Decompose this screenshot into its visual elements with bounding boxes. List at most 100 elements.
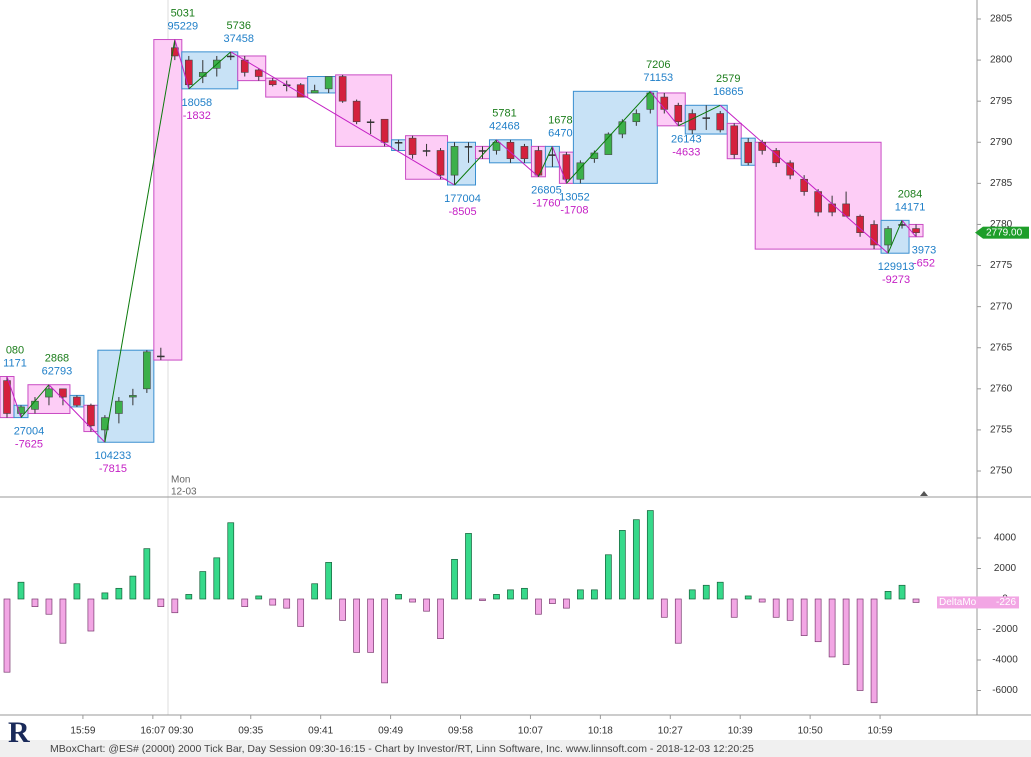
delta-bar	[45, 598, 53, 615]
y-tick-label: 2765	[990, 342, 1013, 353]
zigzag-segment	[551, 146, 567, 184]
y-tick-label: 4000	[994, 533, 1017, 544]
box	[153, 39, 183, 361]
pivot-label: 3973	[912, 245, 936, 257]
candle-body	[310, 90, 319, 94]
zigzag-segment	[537, 146, 553, 177]
delta-bar	[507, 589, 514, 600]
delta-bar	[674, 598, 682, 644]
candle-body	[492, 141, 501, 151]
session-day: Mon	[171, 475, 190, 486]
candle-body	[702, 117, 710, 119]
candle-body	[618, 121, 627, 135]
candle-body	[380, 118, 389, 143]
pivot-label: 177004	[444, 193, 481, 205]
zigzag-segment	[901, 220, 917, 238]
candle-body	[576, 162, 585, 180]
y-tick-label: -2000	[992, 624, 1018, 635]
pivot-label: 2868	[45, 353, 69, 365]
delta-bar	[493, 594, 500, 600]
delta-bar	[842, 598, 850, 665]
x-tick-label: 09:35	[238, 726, 263, 737]
delta-bar	[59, 598, 67, 644]
delta-bar	[3, 598, 11, 673]
delta-bar	[17, 581, 25, 600]
zigzag-segment	[6, 376, 22, 418]
delta-bar	[87, 598, 95, 632]
last-price-box	[983, 226, 1029, 239]
candle-body	[157, 355, 165, 358]
delta-bar	[395, 594, 402, 600]
candle-body	[3, 380, 11, 414]
delta-bar	[646, 510, 654, 600]
candle-body	[450, 146, 459, 176]
pivot-label: 16865	[713, 86, 744, 98]
pivot-label: -1832	[183, 110, 211, 122]
candle-body	[772, 150, 780, 164]
pivot-label: 13052	[559, 191, 590, 203]
candle-body	[758, 141, 766, 151]
x-tick-label: 09:49	[378, 726, 403, 737]
pivot-label: 5031	[171, 7, 195, 19]
delta-bar	[311, 583, 319, 600]
y-tick-label: 2800	[990, 55, 1013, 66]
last-price-arrow	[975, 226, 983, 239]
candle-body	[828, 203, 836, 213]
delta-bar	[856, 598, 864, 691]
pivot-label: 95229	[168, 20, 199, 32]
delta-bar	[283, 598, 291, 609]
delta-bar	[409, 598, 416, 603]
delta-bar	[101, 592, 109, 600]
candle-body	[185, 59, 193, 86]
legend-value: -226	[996, 597, 1016, 608]
y-tick-label: 2775	[990, 260, 1013, 271]
pivot-label: 26143	[671, 134, 702, 146]
last-price-label: 2779.00	[986, 227, 1023, 238]
delta-bar	[786, 598, 794, 621]
zigzag-segment	[454, 139, 497, 186]
pivot-label: -8505	[448, 206, 476, 218]
candle-body	[646, 92, 655, 110]
delta-bar	[870, 598, 878, 704]
delta-bar	[521, 587, 528, 600]
pivot-label: 129913	[878, 261, 915, 273]
delta-bar	[479, 598, 486, 601]
delta-bar	[632, 519, 640, 600]
candle-body	[520, 146, 529, 160]
candle-body	[394, 142, 403, 144]
y-tick-label: 2760	[990, 383, 1013, 394]
delta-bar	[535, 598, 542, 615]
y-tick-label: 2755	[990, 425, 1013, 436]
pivot-label: 5781	[492, 108, 516, 120]
zigzag-segment	[48, 384, 106, 443]
delta-bar	[451, 558, 458, 600]
delta-bar	[702, 584, 710, 600]
delta-bar	[898, 584, 906, 600]
delta-bar	[73, 583, 81, 600]
delta-bar	[563, 598, 570, 609]
zigzag-segment	[678, 104, 721, 127]
candle-body	[506, 141, 515, 160]
candle-body	[73, 396, 81, 406]
delta-bar	[814, 598, 822, 643]
delta-bar	[129, 575, 137, 600]
y-tick-label: 2750	[990, 466, 1013, 477]
legend-tag	[937, 596, 1019, 609]
candle-body	[688, 113, 697, 131]
pivot-label: -1760	[532, 198, 560, 210]
pivot-label: 1171	[3, 357, 27, 369]
delta-bar	[171, 598, 179, 614]
box	[572, 90, 658, 184]
logo: R	[8, 716, 30, 749]
x-tick-label: 10:07	[518, 726, 543, 737]
delta-bar	[157, 598, 165, 607]
candle-body	[227, 55, 235, 58]
candle-body	[744, 141, 753, 164]
y-tick-label: 2795	[990, 96, 1013, 107]
pivot-label: -652	[913, 258, 935, 270]
pivot-label: 6470	[548, 127, 572, 139]
x-tick-label: 09:58	[448, 726, 473, 737]
zigzag-segment	[649, 90, 679, 127]
candle-body	[870, 224, 878, 246]
